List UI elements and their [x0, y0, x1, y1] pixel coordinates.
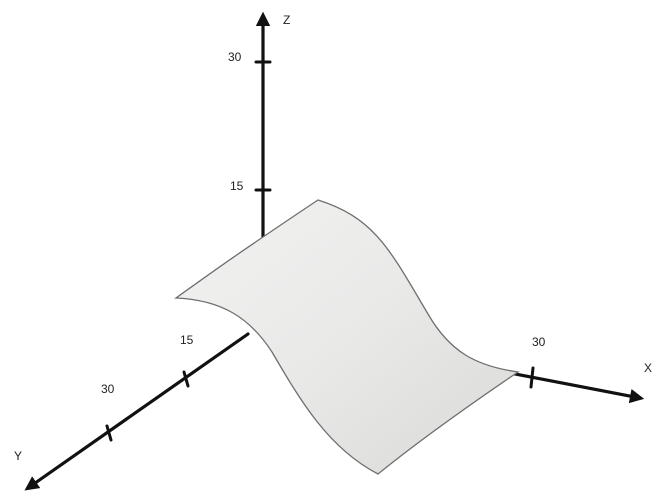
y-tick-15	[182, 370, 190, 388]
x-axis-line	[503, 370, 645, 404]
y-axis-line	[24, 332, 250, 491]
y-tick-label-15: 15	[180, 333, 194, 347]
z-axis-label: Z	[283, 13, 290, 27]
x-tick-label-30: 30	[532, 335, 546, 349]
y-axis-label: Y	[14, 449, 22, 463]
x-axis-label: X	[644, 361, 652, 375]
z-tick-label-15: 15	[230, 179, 244, 193]
curved-surface	[174, 199, 520, 475]
x-tick-30	[529, 366, 535, 389]
z-tick-label-30: 30	[228, 50, 242, 64]
y-tick-label-30: 30	[101, 382, 115, 396]
y-tick-30	[105, 424, 113, 442]
